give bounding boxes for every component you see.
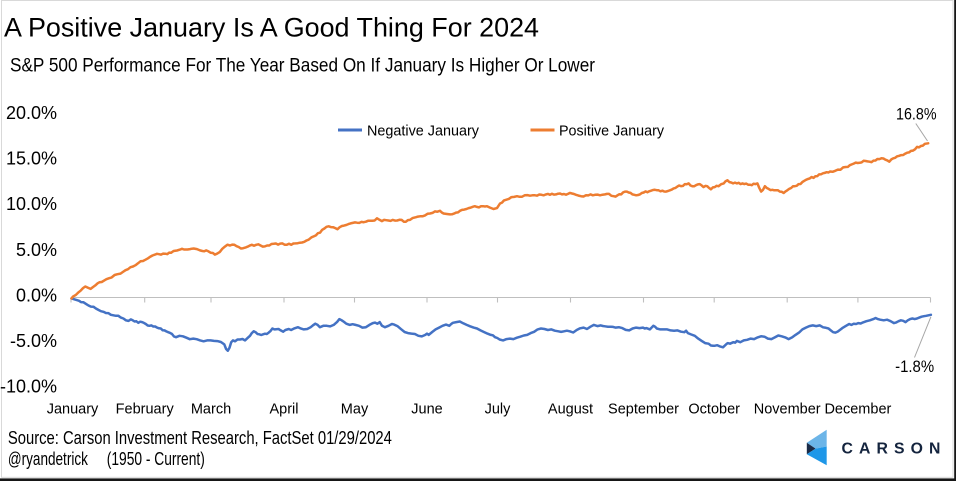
svg-text:5.0%: 5.0% bbox=[16, 240, 57, 260]
svg-text:December: December bbox=[824, 402, 891, 418]
svg-text:20.0%: 20.0% bbox=[6, 103, 57, 123]
svg-text:Negative January: Negative January bbox=[367, 123, 479, 140]
svg-text:-1.8%: -1.8% bbox=[895, 358, 934, 376]
svg-text:-5.0%: -5.0% bbox=[10, 331, 57, 351]
svg-text:April: April bbox=[269, 402, 298, 418]
svg-text:@ryandetrick: @ryandetrick bbox=[8, 448, 89, 469]
svg-text:10.0%: 10.0% bbox=[6, 194, 57, 214]
svg-text:February: February bbox=[116, 402, 175, 418]
svg-text:September: September bbox=[608, 402, 679, 418]
svg-text:January: January bbox=[47, 402, 99, 418]
svg-text:July: July bbox=[485, 402, 512, 418]
svg-text:October: October bbox=[688, 402, 740, 418]
svg-text:CARSON: CARSON bbox=[842, 441, 947, 458]
svg-text:16.8%: 16.8% bbox=[896, 106, 937, 124]
svg-text:May: May bbox=[341, 402, 369, 418]
svg-text:Positive January: Positive January bbox=[559, 123, 664, 140]
svg-text:March: March bbox=[191, 402, 231, 418]
svg-text:A Positive January Is A Good T: A Positive January Is A Good Thing For 2… bbox=[4, 13, 539, 43]
svg-text:June: June bbox=[411, 402, 442, 418]
svg-text:November: November bbox=[754, 402, 821, 418]
svg-text:S&P 500 Performance For The Ye: S&P 500 Performance For The Year Based O… bbox=[10, 56, 596, 77]
svg-text:0.0%: 0.0% bbox=[16, 285, 57, 305]
svg-text:August: August bbox=[548, 402, 593, 418]
svg-text:(1950 - Current): (1950 - Current) bbox=[107, 448, 205, 469]
svg-text:-10.0%: -10.0% bbox=[0, 377, 57, 397]
svg-text:15.0%: 15.0% bbox=[6, 149, 57, 169]
svg-text:Source: Carson Investment Rese: Source: Carson Investment Research, Fact… bbox=[8, 427, 392, 448]
